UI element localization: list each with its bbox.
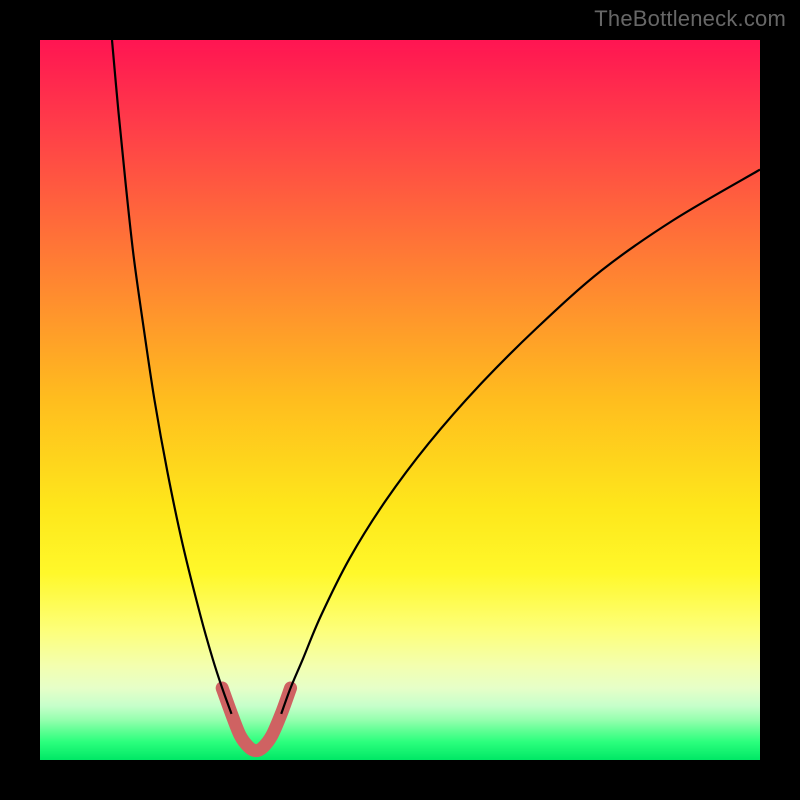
chart-curves-layer [40, 40, 760, 760]
watermark-text: TheBottleneck.com [594, 6, 786, 32]
chart-curve-right [281, 170, 760, 714]
chart-valley-marker [222, 688, 290, 751]
chart-curve-left [112, 40, 232, 714]
chart-plot-area [40, 40, 760, 760]
